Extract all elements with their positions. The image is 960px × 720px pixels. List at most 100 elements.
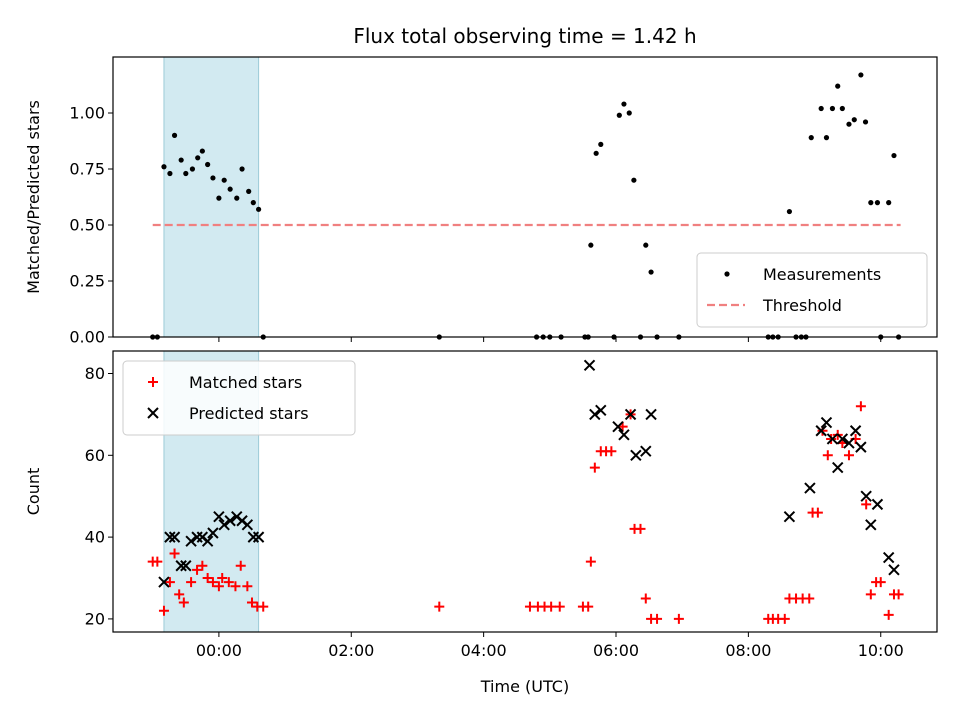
data-point — [626, 110, 632, 116]
data-point — [178, 597, 189, 608]
data-point — [221, 177, 227, 183]
x-tick-label: 04:00 — [461, 641, 507, 660]
data-point — [197, 560, 208, 571]
data-point — [621, 101, 627, 107]
data-point — [242, 581, 253, 592]
data-point — [201, 535, 214, 547]
data-point — [227, 186, 233, 192]
data-point — [246, 188, 252, 194]
legend-label: Predicted stars — [189, 404, 309, 423]
data-point — [554, 601, 565, 612]
y-tick-label: 1.00 — [69, 104, 105, 123]
data-point — [185, 535, 197, 547]
data-point — [189, 166, 196, 172]
data-point — [234, 195, 240, 201]
data-point — [858, 72, 864, 78]
data-point — [546, 601, 557, 612]
data-point — [589, 408, 601, 421]
data-point — [888, 564, 900, 576]
y-tick-label: 80 — [85, 364, 105, 383]
data-point — [192, 564, 203, 575]
data-point — [218, 519, 230, 531]
data-point — [256, 206, 262, 212]
data-point — [161, 164, 167, 170]
data-point — [843, 450, 854, 461]
data-point — [783, 510, 796, 523]
data-point — [855, 441, 867, 453]
data-point — [855, 401, 866, 412]
data-point — [241, 519, 254, 531]
data-point — [875, 577, 886, 588]
x-tick-label: 02:00 — [328, 641, 374, 660]
data-point — [786, 208, 793, 215]
data-point — [846, 121, 852, 127]
plot-frame — [112, 56, 938, 338]
data-point — [868, 200, 874, 206]
data-point — [183, 170, 189, 177]
legend-swatch — [147, 407, 159, 419]
data-point — [829, 105, 836, 112]
data-point — [252, 531, 265, 543]
data-point — [812, 507, 823, 518]
data-point — [216, 195, 222, 201]
data-point — [860, 490, 872, 502]
data-point — [202, 573, 213, 584]
data-point — [612, 420, 624, 433]
panel-2: 20 40 60 80 00:00 02:00 04:00 06:00 08:00 10:00 Co… — [24, 350, 938, 696]
data-point — [883, 609, 894, 620]
data-point — [230, 581, 241, 592]
data-point — [199, 148, 205, 154]
data-point — [164, 531, 176, 543]
legend-box — [122, 360, 356, 436]
y-tick-label: 0.25 — [69, 272, 105, 291]
data-point — [174, 589, 185, 600]
y-tick-label: 0.75 — [69, 160, 105, 179]
data-point — [207, 527, 219, 539]
data-point — [893, 589, 904, 600]
data-point — [246, 597, 257, 608]
data-point — [258, 601, 269, 612]
data-point — [839, 105, 845, 112]
data-point — [152, 556, 163, 567]
data-point — [808, 135, 814, 141]
data-point — [804, 482, 816, 494]
data-point — [822, 450, 833, 461]
data-point — [598, 141, 604, 147]
x-tick-label: 06:00 — [593, 641, 639, 660]
legend-swatch — [148, 377, 158, 387]
data-point — [250, 200, 256, 206]
data-point — [648, 269, 654, 275]
data-point — [595, 404, 607, 417]
data-point — [224, 515, 236, 527]
data-point — [624, 408, 637, 421]
data-point — [832, 461, 844, 474]
data-point — [886, 200, 892, 206]
legend-label: Threshold — [762, 296, 842, 315]
data-point — [618, 429, 630, 441]
data-point — [843, 437, 855, 449]
data-point — [865, 519, 877, 531]
data-point — [588, 242, 594, 248]
data-point — [593, 150, 599, 156]
plot-frame — [112, 350, 938, 633]
data-point — [630, 449, 642, 462]
data-point — [180, 560, 192, 572]
series-matched-stars — [147, 401, 904, 624]
y-tick-label: 60 — [85, 446, 105, 465]
data-point — [205, 161, 211, 168]
data-point — [164, 577, 175, 588]
data-point — [207, 577, 218, 588]
legend-swatch — [724, 271, 730, 277]
data-point — [158, 605, 169, 616]
data-point — [434, 601, 445, 612]
data-point — [171, 132, 178, 138]
data-point — [616, 112, 622, 118]
data-point — [585, 556, 596, 567]
data-point — [186, 577, 197, 588]
data-point — [168, 531, 181, 543]
data-point — [213, 510, 225, 523]
data-point — [583, 601, 594, 612]
y-axis-label: Count — [24, 468, 43, 516]
data-point — [804, 593, 815, 604]
y-axis-label: Matched/Predicted stars — [24, 100, 43, 294]
